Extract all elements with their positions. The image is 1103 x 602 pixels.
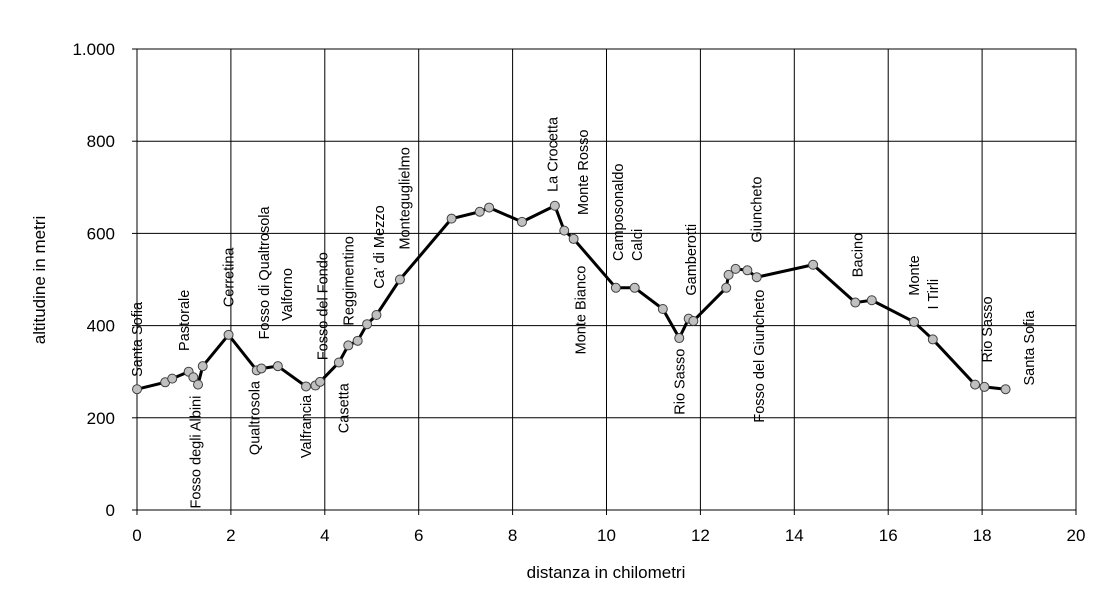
x-tick-label: 2 [226, 526, 235, 545]
elevation-point [721, 282, 732, 293]
place-label: Gamberotti [684, 224, 700, 296]
x-axis-title: distanza in chilometri [527, 563, 686, 582]
x-tick-labels: 0 2 4 6 8 10 12 14 16 18 20 [132, 510, 1085, 545]
place-label: La Crocetta [546, 116, 562, 192]
elevation-point [751, 272, 762, 283]
x-tick-label: 10 [597, 526, 616, 545]
grid-lines [137, 49, 1076, 510]
elevation-point [352, 335, 363, 346]
x-tick-label: 16 [879, 526, 898, 545]
elevation-point [167, 373, 178, 384]
place-label: Calci [630, 229, 646, 261]
x-tick-label: 12 [691, 526, 710, 545]
place-label: Monte [907, 255, 923, 295]
elevation-point [484, 202, 495, 213]
place-label: Fosso degli Albini [189, 396, 205, 509]
place-label: Monteguglielmo [398, 147, 414, 249]
elevation-point [333, 357, 344, 368]
y-tick-label: 0 [106, 501, 115, 520]
elevation-point [742, 265, 753, 276]
elevation-point [371, 309, 382, 320]
place-label: Qualtrosola [247, 380, 263, 455]
elevation-point [970, 379, 981, 390]
place-label: Bacino [851, 233, 867, 277]
elevation-point [474, 206, 485, 217]
elevation-point [315, 376, 326, 387]
x-tick-label: 18 [973, 526, 992, 545]
elevation-point [927, 334, 938, 345]
place-label: Rio Sasso [980, 296, 996, 362]
elevation-point [223, 329, 234, 340]
place-label: Valfrancia [299, 394, 315, 458]
y-tick-label: 800 [87, 132, 115, 151]
x-tick-label: 14 [785, 526, 804, 545]
place-label: Casetta [337, 382, 353, 433]
elevation-point [657, 304, 668, 315]
elevation-point [629, 282, 640, 293]
elevation-point [362, 319, 373, 330]
place-label: Fosso di Qualtrosola [257, 206, 273, 340]
y-tick-label: 400 [87, 317, 115, 336]
place-label: Giuncheto [750, 177, 766, 243]
place-label: Fosso del Fondo [315, 252, 331, 360]
y-tick-label: 1.000 [72, 40, 115, 59]
elevation-point [723, 269, 734, 280]
place-label: Cerretina [222, 247, 238, 308]
y-tick-label: 200 [87, 409, 115, 428]
place-annotations: Santa Sofia Pastorale Fosso degli Albini Ce… [130, 116, 1038, 508]
place-label: Fosso del Giuncheto [752, 290, 768, 423]
elevation-point [808, 259, 819, 270]
elevation-point [446, 213, 457, 224]
x-tick-label: 4 [320, 526, 329, 545]
x-tick-label: 20 [1067, 526, 1086, 545]
elevation-point [394, 274, 405, 285]
elevation-point [568, 233, 579, 244]
elevation-point [866, 295, 877, 306]
elevation-series [132, 200, 1011, 395]
elevation-point [272, 361, 283, 372]
place-label: I Tirli [926, 279, 942, 310]
elevation-point [132, 384, 142, 395]
elevation-point [559, 225, 570, 236]
elevation-point [256, 363, 267, 374]
place-label: Pastorale [177, 290, 193, 351]
y-tick-labels: 0 200 400 600 800 1.000 [72, 40, 137, 520]
place-label: Reggimentino [341, 236, 357, 325]
elevation-point [730, 263, 741, 274]
elevation-point [343, 340, 354, 351]
elevation-point [674, 333, 685, 344]
elevation-point [197, 361, 208, 372]
x-tick-label: 0 [132, 526, 141, 545]
elevation-line [136, 204, 1006, 391]
elevation-point [516, 216, 527, 227]
place-label: Monte Bianco [574, 266, 590, 355]
place-label: Monte Rosso [576, 130, 592, 215]
x-tick-label: 6 [414, 526, 423, 545]
y-axis-title: altitudine in metri [30, 216, 49, 345]
elevation-point [549, 200, 560, 211]
elevation-point [850, 297, 861, 308]
place-label: Santa Sofia [130, 301, 146, 377]
elevation-point [909, 316, 920, 327]
elevation-point [1000, 384, 1011, 395]
place-label: Ca' di Mezzo [372, 205, 388, 288]
elevation-point [301, 381, 312, 392]
elevation-point [688, 315, 699, 326]
elevation-point [188, 372, 199, 383]
elevation-point [979, 381, 990, 392]
place-label: Santa Sofia [1022, 310, 1038, 386]
place-label: Rio Sasso [672, 349, 688, 415]
elevation-point [610, 282, 621, 293]
x-tick-label: 8 [508, 526, 517, 545]
elevation-point [193, 379, 204, 390]
place-label: Valforno [280, 268, 296, 321]
y-tick-label: 600 [87, 224, 115, 243]
place-label: Camposonaldo [611, 164, 627, 262]
